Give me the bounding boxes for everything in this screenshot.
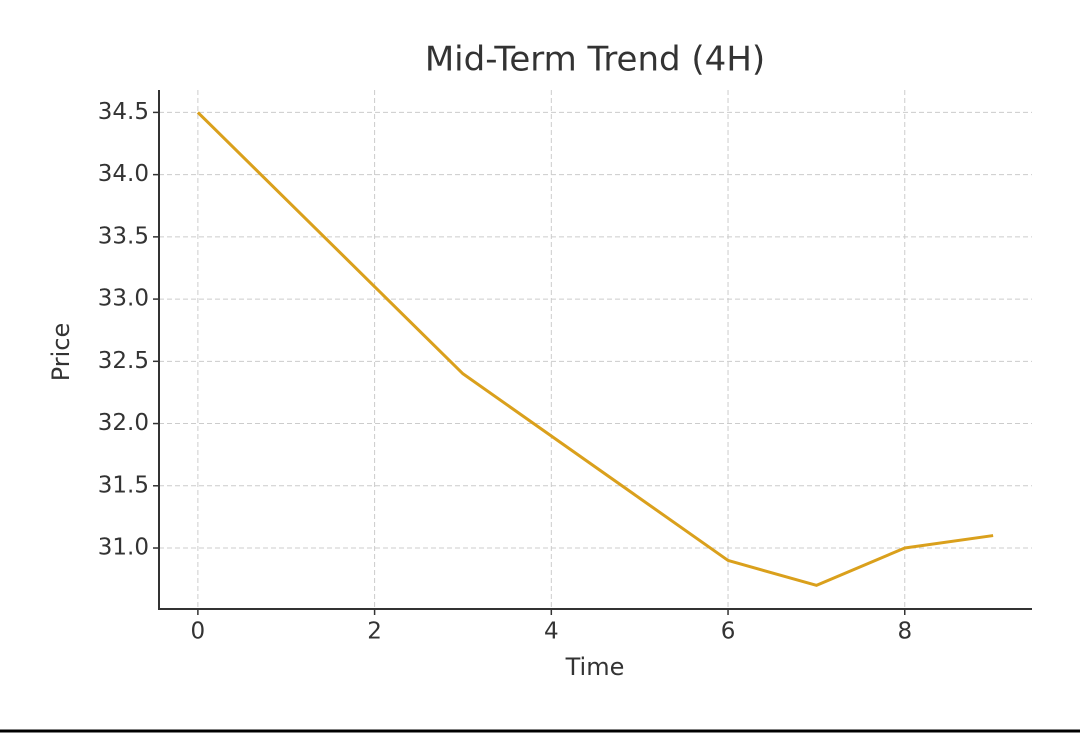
x-tick-label: 6 xyxy=(721,619,736,645)
x-tick-label: 0 xyxy=(191,619,206,645)
x-axis-label: Time xyxy=(565,653,625,681)
x-tick-label: 4 xyxy=(544,619,559,645)
line xyxy=(196,111,994,587)
axes xyxy=(158,90,1032,610)
y-tick-label: 34.5 xyxy=(98,99,149,125)
y-tick-label: 33.5 xyxy=(98,223,149,249)
y-axis-label: Price xyxy=(47,323,75,382)
y-tick-label: 34.0 xyxy=(98,161,149,187)
x-tick-label: 2 xyxy=(367,619,382,645)
y-tick-label: 32.0 xyxy=(98,410,149,436)
y-tick-label: 31.5 xyxy=(98,472,149,498)
y-tick-label: 32.5 xyxy=(98,348,149,374)
y-tick-label: 31.0 xyxy=(98,535,149,561)
chart-title: Mid-Term Trend (4H) xyxy=(425,40,765,80)
y-tick-label: 33.0 xyxy=(98,286,149,312)
x-tick-label: 8 xyxy=(897,619,912,645)
